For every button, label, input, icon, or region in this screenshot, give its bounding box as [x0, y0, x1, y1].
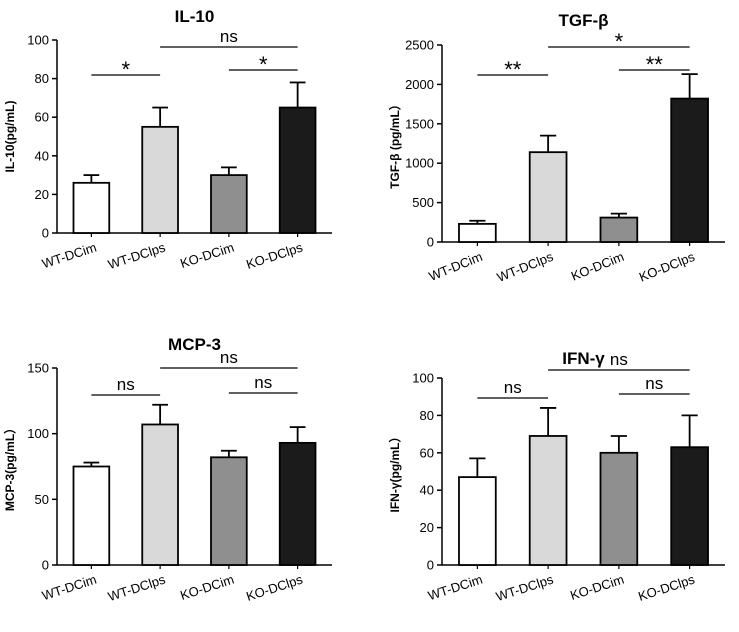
x-tick-label: WT-DCim: [426, 572, 484, 604]
y-axis-label: IFN-γ(pg/mL）: [387, 431, 402, 513]
y-tick-label: 60: [420, 445, 434, 460]
bar: [278, 106, 317, 234]
x-tick-label: WT-DCim: [427, 249, 485, 284]
y-tick-label: 150: [27, 361, 49, 376]
y-axis-label: IL-10(pg/mL): [3, 101, 17, 173]
y-tick-label: 40: [420, 483, 434, 498]
bar: [528, 435, 568, 566]
x-tick-label: WT-DClps: [495, 249, 556, 285]
significance-label: **: [646, 52, 664, 77]
significance-label: ns: [504, 378, 522, 397]
bar: [210, 174, 248, 234]
y-tick-label: 0: [42, 558, 49, 573]
x-tick-label: WT-DCim: [40, 240, 98, 272]
y-tick-label: 100: [27, 426, 49, 441]
y-tick-label: 0: [427, 558, 434, 573]
significance-label: *: [121, 57, 130, 82]
x-tick-label: WT-DClps: [106, 571, 167, 604]
y-tick-label: 1500: [405, 116, 434, 131]
bar: [670, 446, 709, 566]
bar: [458, 222, 497, 243]
significance-label: ns: [220, 348, 238, 367]
significance-label: *: [259, 52, 268, 77]
chart-panel-1: TGF-β TGF-β (pg/mL） 0 500 1000 1500 2000 2500 WT…: [387, 11, 725, 285]
x-tick-label: KO-DCim: [569, 249, 626, 284]
chart-panel-2: MCP-3 MCP-3(pg/mL） 0 50 100 150 WT-DCim WT-DClp…: [2, 335, 332, 604]
y-tick-label: 80: [420, 408, 434, 423]
bar: [599, 216, 639, 243]
bar: [528, 151, 568, 243]
chart-title: TGF-β: [558, 11, 608, 30]
x-tick-label: KO-DCim: [568, 572, 626, 603]
y-tick-label: 60: [35, 110, 49, 125]
significance-label: ns: [220, 27, 238, 46]
x-tick-label: KO-DClps: [244, 571, 305, 603]
y-tick-label: 2500: [405, 38, 434, 53]
x-tick-label: KO-DClps: [636, 571, 697, 603]
chart-title: MCP-3: [168, 335, 221, 354]
bar: [141, 125, 179, 234]
bar: [210, 456, 248, 566]
y-tick-label: 20: [35, 187, 49, 202]
x-tick-label: WT-DClps: [494, 571, 555, 604]
bar: [599, 451, 639, 566]
y-tick-label: 0: [42, 226, 49, 241]
significance-label: ns: [117, 375, 135, 394]
significance-label: **: [504, 57, 522, 82]
chart-panel-3: IFN-γ IFN-γ(pg/mL） 0 20 40 60 80 100 WT-DCim WT-D…: [387, 349, 725, 604]
x-tick-label: KO-DClps: [244, 239, 305, 271]
y-tick-label: 20: [420, 520, 434, 535]
y-tick-label: 100: [27, 33, 49, 48]
y-tick-label: 80: [35, 71, 49, 86]
chart-title: IFN-γ: [562, 349, 605, 368]
significance-label: ns: [610, 350, 628, 369]
y-axis-label: TGF-β (pg/mL）: [387, 98, 402, 189]
bar: [670, 97, 709, 243]
bar: [72, 465, 111, 566]
bar: [141, 423, 179, 566]
y-tick-label: 0: [427, 235, 434, 250]
significance-label: *: [615, 29, 624, 54]
bar: [278, 441, 317, 566]
x-tick-label: WT-DClps: [106, 239, 167, 272]
significance-label: ns: [645, 374, 663, 393]
y-tick-label: 100: [412, 371, 434, 386]
y-axis-label: MCP-3(pg/mL）: [2, 422, 17, 511]
y-tick-label: 40: [35, 148, 49, 163]
x-tick-label: KO-DCim: [178, 240, 236, 271]
x-tick-label: KO-DCim: [178, 572, 236, 603]
significance-label: ns: [254, 373, 272, 392]
bar: [458, 476, 497, 566]
chart-title: IL-10: [175, 7, 215, 26]
y-tick-label: 50: [35, 492, 49, 507]
bar: [72, 181, 111, 234]
x-tick-label: WT-DCim: [40, 572, 98, 604]
y-tick-label: 1000: [405, 156, 434, 171]
x-tick-label: KO-DClps: [637, 249, 697, 285]
chart-panel-0: IL-10 IL-10(pg/mL) 0 20 40 60 80 100 WT-DCim WT-D…: [3, 7, 332, 272]
y-tick-label: 2000: [405, 77, 434, 92]
y-tick-label: 500: [412, 195, 434, 210]
